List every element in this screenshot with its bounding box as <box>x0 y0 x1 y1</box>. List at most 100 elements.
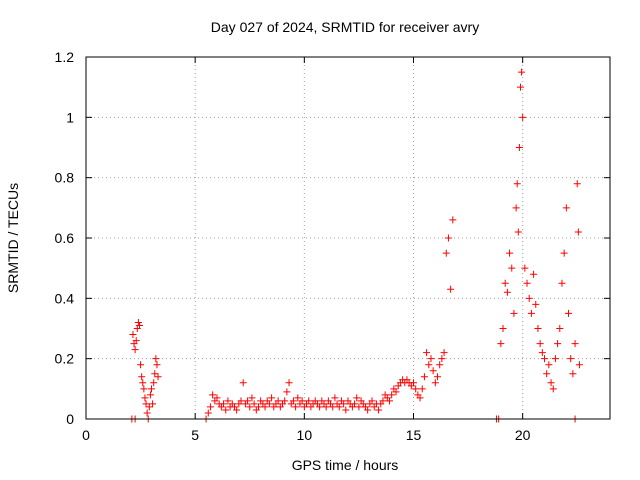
data-point <box>213 394 221 402</box>
data-point <box>261 403 269 411</box>
data-point <box>508 264 516 272</box>
data-point <box>420 373 428 381</box>
data-point <box>142 400 150 408</box>
data-point <box>558 279 566 287</box>
data-point <box>431 379 439 387</box>
data-point <box>388 391 396 399</box>
data-point <box>305 397 313 405</box>
data-point <box>571 340 579 348</box>
data-point <box>523 279 531 287</box>
data-point <box>281 397 289 405</box>
data-point <box>438 355 446 363</box>
data-point <box>153 361 161 369</box>
y-tick-label: 0 <box>66 411 74 427</box>
data-point <box>224 397 232 405</box>
data-point <box>331 394 339 402</box>
data-point <box>129 331 137 339</box>
data-point <box>412 385 420 393</box>
data-point <box>154 373 162 381</box>
data-point <box>268 394 276 402</box>
y-tick-label: 0.4 <box>55 290 75 306</box>
data-point <box>274 397 282 405</box>
data-point <box>148 385 155 393</box>
data-point <box>440 349 448 357</box>
data-point <box>499 325 507 332</box>
data-point <box>355 403 363 411</box>
data-point <box>503 288 511 296</box>
data-point <box>385 397 393 405</box>
data-point <box>283 388 291 396</box>
data-point <box>342 406 350 414</box>
data-point <box>556 325 564 332</box>
plot-frame <box>85 56 611 420</box>
data-point <box>444 234 452 242</box>
data-point <box>549 385 557 393</box>
x-tick-label: 15 <box>406 427 422 443</box>
data-point <box>137 361 145 369</box>
data-point <box>551 355 559 363</box>
data-point <box>151 370 159 378</box>
data-point <box>560 249 568 257</box>
data-point <box>289 397 297 405</box>
data-point <box>565 309 573 317</box>
y-tick-label: 0.6 <box>55 230 75 246</box>
data-point <box>425 361 433 369</box>
x-tick-label: 5 <box>191 427 199 443</box>
y-tick-label: 1.2 <box>55 49 75 65</box>
data-point <box>132 337 140 345</box>
data-point <box>138 373 146 381</box>
y-tick-label: 0.8 <box>55 170 75 186</box>
y-tick-label: 0.2 <box>55 351 75 367</box>
data-point <box>375 406 383 414</box>
data-point <box>239 379 247 387</box>
data-point <box>149 400 157 408</box>
x-tick-label: 20 <box>515 427 531 443</box>
data-point <box>427 355 435 363</box>
data-point <box>248 394 256 402</box>
data-point <box>513 180 521 188</box>
data-point <box>410 379 417 387</box>
data-point <box>265 400 273 408</box>
data-point <box>515 144 523 151</box>
data-point <box>233 406 241 414</box>
data-point <box>146 391 154 399</box>
data-point <box>254 403 262 411</box>
data-point <box>294 394 302 402</box>
data-point <box>562 204 570 212</box>
data-point <box>434 373 442 381</box>
data-point <box>506 249 514 257</box>
data-point <box>379 397 387 405</box>
data-points <box>128 68 583 423</box>
data-point <box>204 409 212 417</box>
data-point <box>497 340 505 348</box>
data-point <box>246 403 254 411</box>
chart-title: Day 027 of 2024, SRMTID for receiver avr… <box>211 19 479 35</box>
data-point <box>141 394 149 402</box>
data-point <box>368 397 376 405</box>
data-point <box>329 403 337 411</box>
data-point <box>150 379 158 387</box>
data-point <box>574 228 582 236</box>
y-axis-label: SRMTID / TECUs <box>5 183 21 293</box>
data-point <box>501 279 509 287</box>
data-point <box>510 309 518 317</box>
data-point <box>519 113 527 121</box>
data-point <box>518 68 526 76</box>
data-point <box>573 180 581 188</box>
data-point <box>135 321 143 329</box>
data-point <box>143 409 151 417</box>
data-point <box>351 400 359 408</box>
data-point <box>244 397 252 405</box>
data-point <box>134 318 142 326</box>
data-point <box>554 340 562 348</box>
data-point <box>209 391 217 399</box>
data-point <box>536 340 544 348</box>
data-point <box>538 349 546 357</box>
data-point <box>436 361 444 369</box>
data-point <box>534 325 542 332</box>
data-point <box>145 403 153 411</box>
data-point <box>364 406 372 414</box>
data-point <box>543 370 551 378</box>
data-point <box>545 361 553 369</box>
